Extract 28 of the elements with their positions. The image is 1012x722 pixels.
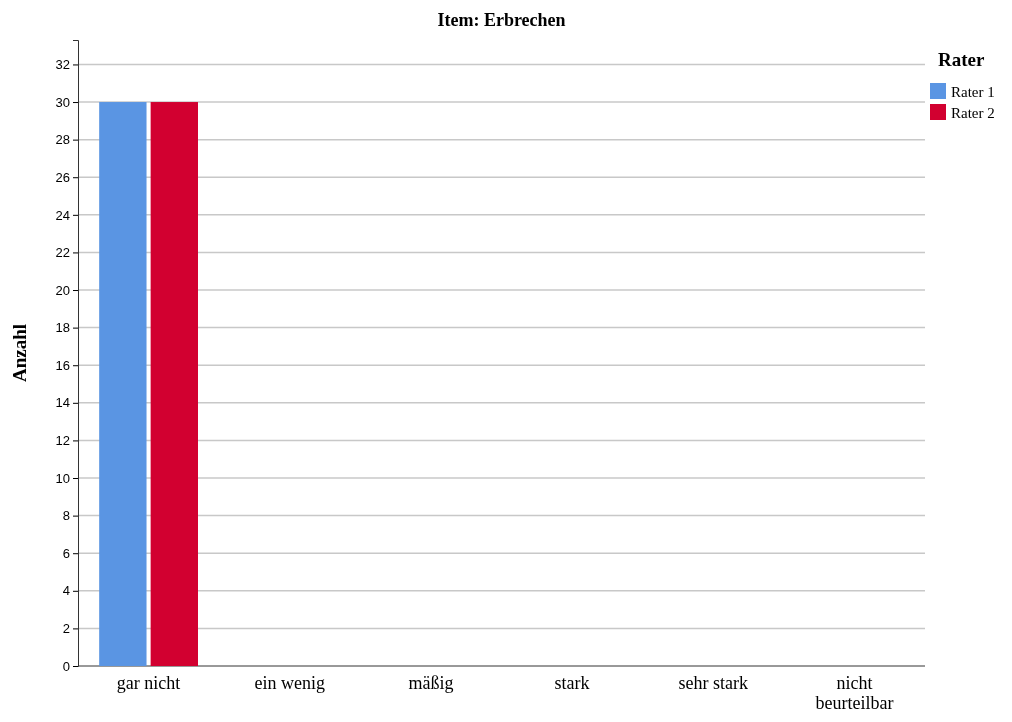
x-tick-label: ein wenig xyxy=(254,672,325,693)
x-tick-label: mäßig xyxy=(408,672,454,693)
y-tick-label: 14 xyxy=(55,395,70,411)
y-tick-label: 6 xyxy=(62,545,70,561)
y-tick-label: 20 xyxy=(55,282,70,298)
legend-label: Rater 1 xyxy=(951,84,995,100)
y-tick-label: 30 xyxy=(55,94,70,110)
y-tick-label: 8 xyxy=(62,508,70,524)
y-axis-title: Anzahl xyxy=(9,323,30,383)
legend-title: Rater xyxy=(938,49,985,70)
x-tick-label: sehr stark xyxy=(678,672,748,693)
y-tick-label: 24 xyxy=(55,207,70,223)
legend-label: Rater 2 xyxy=(951,105,995,121)
y-tick-label: 2 xyxy=(62,621,70,637)
y-tick-label: 4 xyxy=(62,583,70,599)
y-tick-label: 32 xyxy=(55,57,70,73)
x-tick-label: nicht beurteilbar xyxy=(815,672,894,713)
chart-title: Item: Erbrechen xyxy=(437,10,566,30)
y-tick-label: 10 xyxy=(55,470,70,486)
y-tick-label: 12 xyxy=(55,433,70,449)
y-tick-label: 22 xyxy=(55,245,70,261)
y-tick-label: 16 xyxy=(55,357,70,373)
y-tick-label: 0 xyxy=(62,658,70,674)
x-tick-label: gar nicht xyxy=(116,672,181,693)
y-tick-label: 28 xyxy=(55,132,70,148)
y-tick-label: 26 xyxy=(55,169,70,185)
x-tick-label: stark xyxy=(554,672,590,693)
y-tick-label: 18 xyxy=(55,320,70,336)
